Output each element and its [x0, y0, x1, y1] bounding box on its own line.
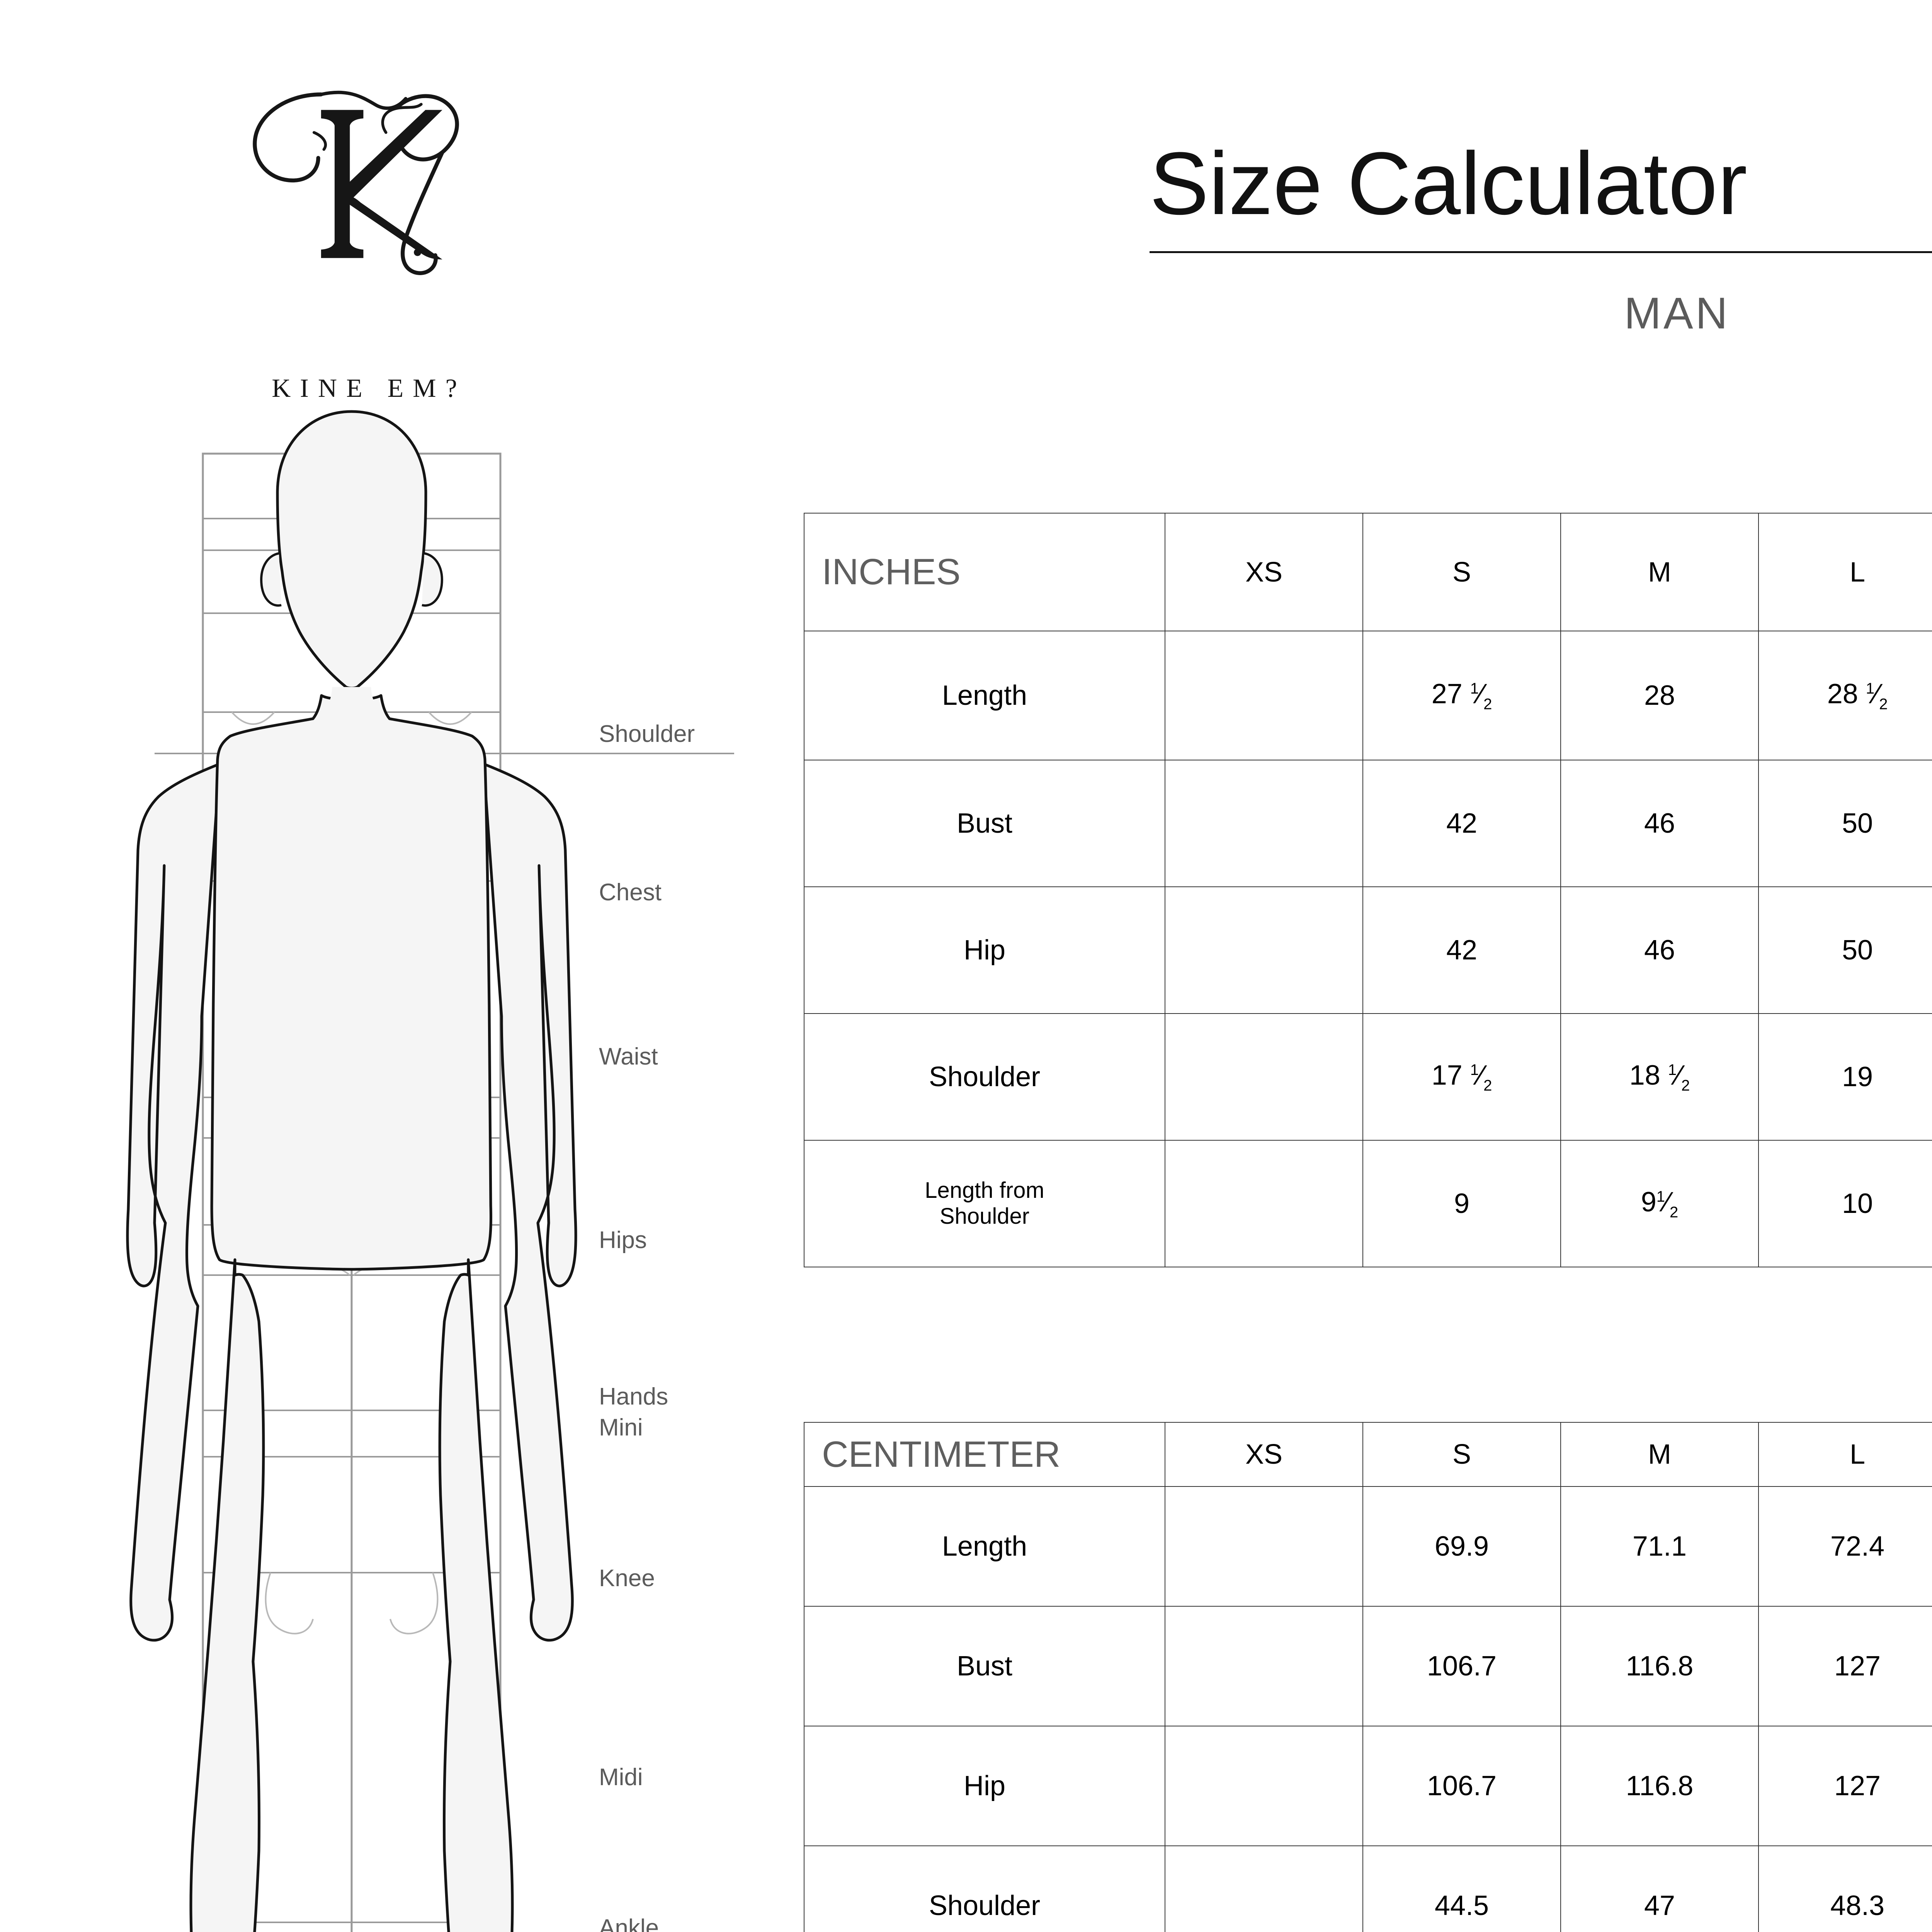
- svg-text:Hips: Hips: [599, 1227, 647, 1253]
- svg-text:Chest: Chest: [599, 879, 662, 906]
- svg-text:Midi: Midi: [599, 1764, 643, 1791]
- svg-text:Knee: Knee: [599, 1565, 655, 1592]
- svg-text:Shoulder: Shoulder: [599, 721, 695, 747]
- svg-text:Hands: Hands: [599, 1383, 668, 1410]
- svg-text:Waist: Waist: [599, 1043, 658, 1070]
- svg-text:Mini: Mini: [599, 1414, 643, 1441]
- svg-text:Ankle: Ankle: [599, 1915, 659, 1932]
